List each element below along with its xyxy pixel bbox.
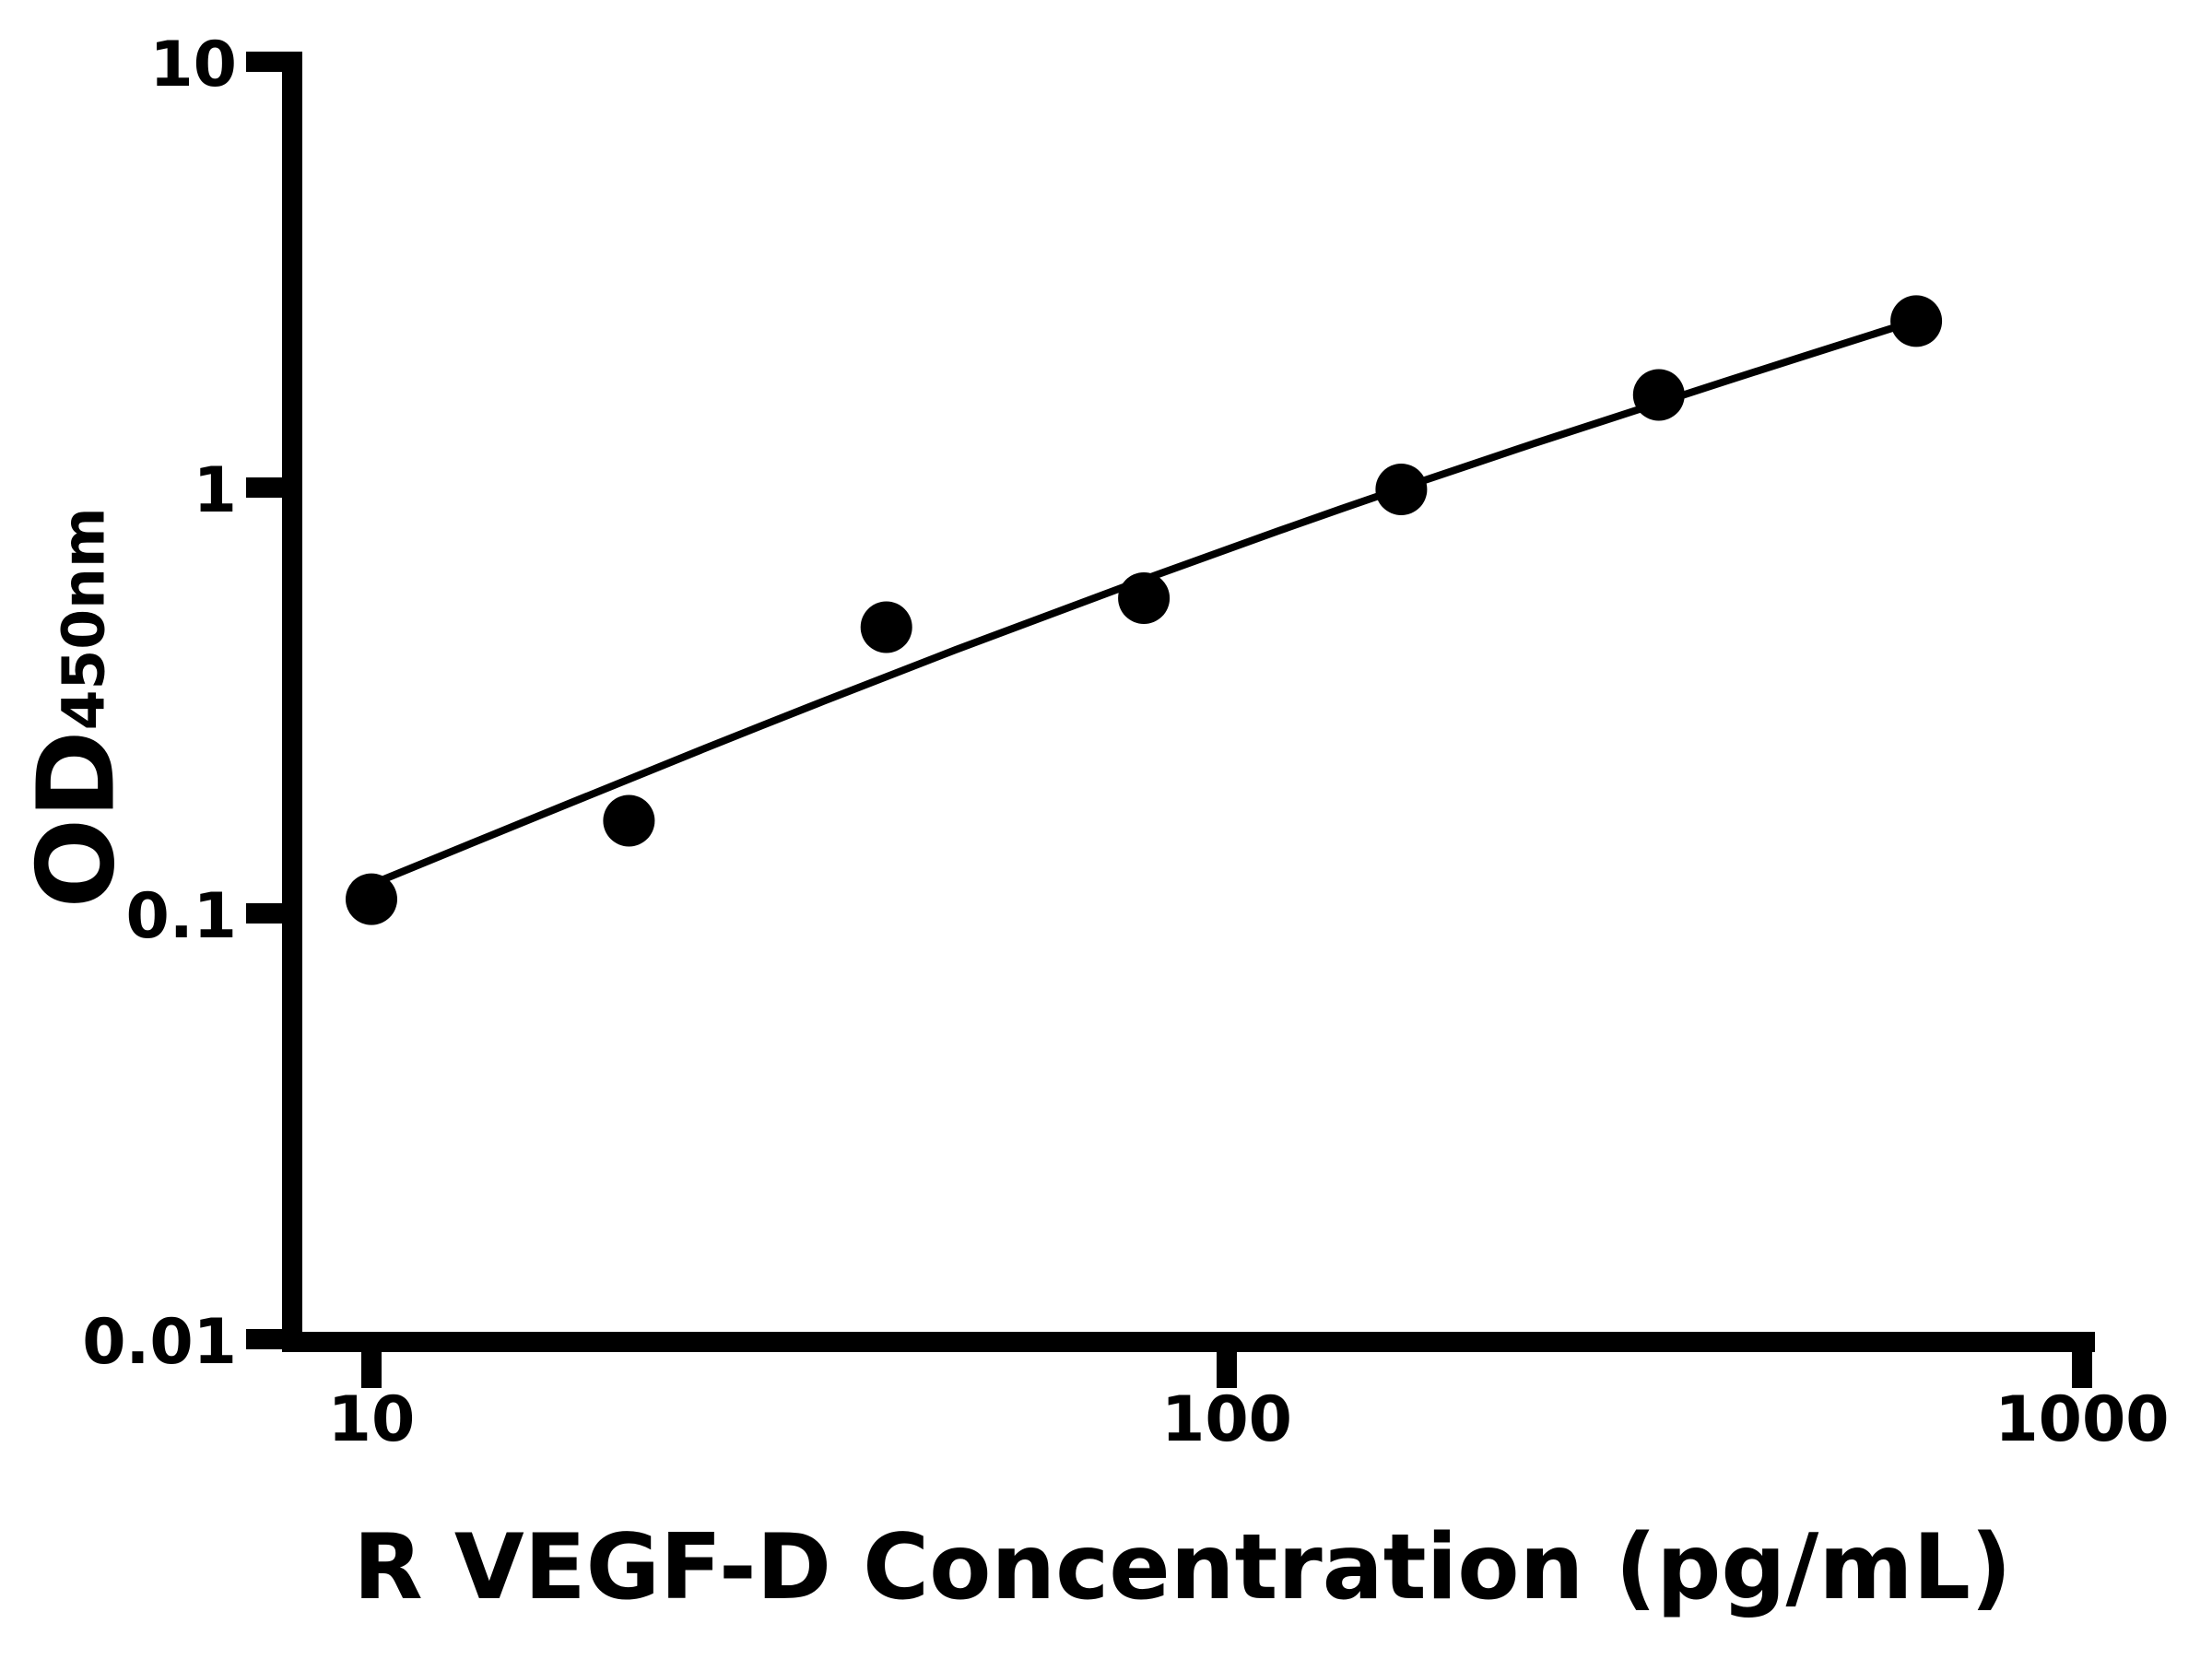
x-axis-spine <box>282 1332 2095 1352</box>
y-tick-mark <box>246 1329 292 1349</box>
x-tick-mark <box>1217 1342 1237 1388</box>
y-axis-title: OD450nm <box>16 507 139 908</box>
data-point <box>1118 572 1171 624</box>
data-points-layer <box>346 295 1943 925</box>
y-axis-spine <box>282 52 302 1352</box>
y-tick-label: 1 <box>193 454 237 527</box>
y-tick-label: 0.1 <box>125 880 237 953</box>
y-tick-label: 0.01 <box>82 1306 237 1379</box>
x-axis-title: R VEGF-D Concentration (pg/mL) <box>353 1515 2012 1620</box>
x-tick-mark <box>361 1342 382 1388</box>
axes-layer <box>246 52 2095 1388</box>
data-point <box>1890 295 1943 347</box>
x-tick-label: 10 <box>327 1383 416 1456</box>
y-tick-mark <box>246 477 292 498</box>
x-tick-mark <box>2072 1342 2092 1388</box>
data-point <box>1375 464 1428 515</box>
data-point <box>1632 369 1685 421</box>
y-axis-title-main: OD <box>15 730 139 909</box>
data-point <box>603 794 655 847</box>
x-tick-label: 1000 <box>1994 1383 2170 1456</box>
x-tick-label: 100 <box>1161 1383 1292 1456</box>
y-tick-mark <box>246 903 292 924</box>
y-axis-title-subscript: 450nm <box>50 507 118 731</box>
y-tick-label: 10 <box>149 29 237 101</box>
data-point <box>346 873 397 925</box>
data-point <box>860 601 912 653</box>
y-tick-mark <box>246 52 292 72</box>
